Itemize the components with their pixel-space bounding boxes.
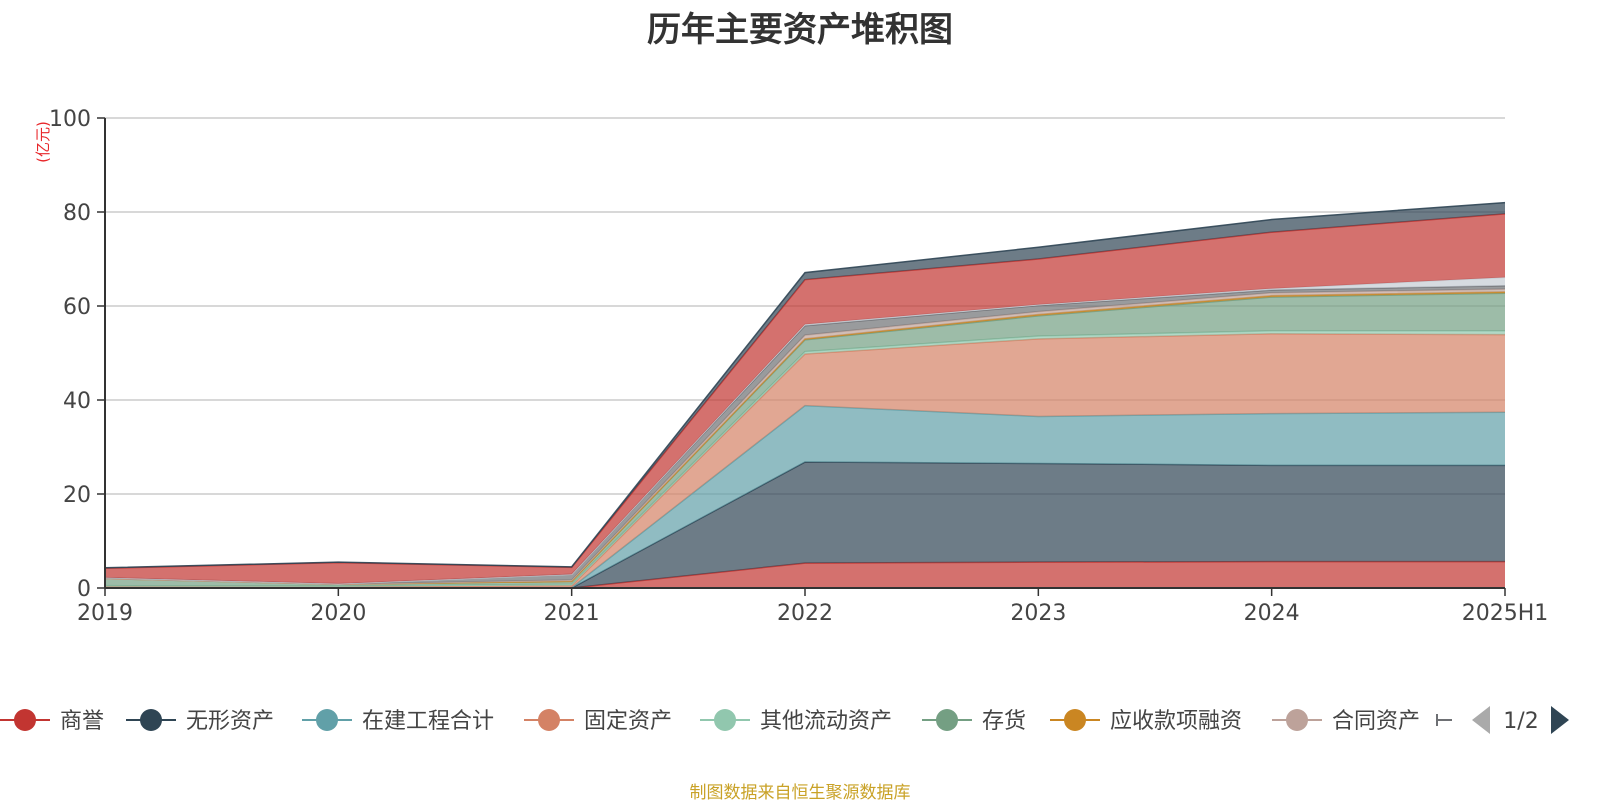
- legend-circle-marker: [1286, 709, 1308, 731]
- y-tick-label: 100: [49, 107, 91, 132]
- legend-item-label: 固定资产: [584, 709, 672, 734]
- legend-circle-marker: [714, 709, 736, 731]
- legend-circle-marker: [538, 709, 560, 731]
- legend-circle-marker: [936, 709, 958, 731]
- legend-item-label: 在建工程合计: [362, 709, 494, 734]
- y-tick-label: 0: [77, 577, 91, 602]
- legend-item-5[interactable]: 存货: [922, 709, 1026, 734]
- area-series-group: [104, 201, 1506, 589]
- legend-item-1[interactable]: 无形资产: [126, 709, 274, 734]
- legend-item-label: 存货: [982, 709, 1026, 734]
- legend-circle-marker: [140, 709, 162, 731]
- legend-item-0[interactable]: 商誉: [0, 709, 104, 734]
- area-series-10: [105, 213, 1505, 584]
- area-series-1: [105, 462, 1505, 588]
- legend-item-2[interactable]: 在建工程合计: [302, 709, 494, 734]
- legend-circle-marker: [14, 709, 36, 731]
- legend-prev-page-icon[interactable]: [1472, 706, 1490, 734]
- line-series-11: [104, 201, 1506, 569]
- legend-item-label: 其他流动资产: [760, 709, 892, 734]
- y-axis-label: (亿元): [34, 121, 52, 163]
- y-tick-label: 60: [63, 295, 91, 320]
- legend-circle-marker: [316, 709, 338, 731]
- area-series-2: [105, 405, 1505, 588]
- legend-item-label: 合同资产: [1332, 709, 1420, 734]
- legend-item-label: 商誉: [60, 709, 104, 734]
- legend-item-3[interactable]: 固定资产: [524, 709, 672, 734]
- area-series-11: [105, 202, 1505, 569]
- area-series-0: [105, 561, 1505, 588]
- x-tick-label: 2022: [777, 601, 833, 626]
- axes: 0 20 40 60 80 100 2019 2020 2021 2022 2023 2024 2025…: [49, 107, 1548, 626]
- legend-next-page-icon[interactable]: [1551, 706, 1569, 734]
- x-tick-label: 2020: [310, 601, 366, 626]
- legend-circle-marker: [1064, 709, 1086, 731]
- legend-item-6[interactable]: 应收款项融资: [1050, 709, 1242, 734]
- legend-item-label: 无形资产: [186, 709, 274, 734]
- area-series-3: [105, 333, 1505, 588]
- area-series-5: [105, 293, 1505, 587]
- legend-item-7[interactable]: 合同资产: [1272, 709, 1420, 734]
- x-tick-label: 2024: [1244, 601, 1300, 626]
- y-tick-label: 20: [63, 483, 91, 508]
- legend-page-indicator: 1/2: [1503, 709, 1538, 734]
- legend-item-label: 应收款项融资: [1110, 709, 1242, 734]
- legend: 商誉 无形资产 在建工程合计 固定资产 其他流动资产 存货 应收款项融资 合同资产 1/2: [0, 706, 1569, 734]
- y-tick-label: 40: [63, 389, 91, 414]
- chart-title: 历年主要资产堆积图: [647, 10, 953, 50]
- source-note: 制图数据来自恒生聚源数据库: [689, 783, 911, 803]
- x-tick-label: 2025H1: [1462, 601, 1549, 626]
- y-tick-label: 80: [63, 201, 91, 226]
- legend-item-4[interactable]: 其他流动资产: [700, 709, 892, 734]
- x-tick-label: 2019: [77, 601, 133, 626]
- x-tick-label: 2023: [1010, 601, 1066, 626]
- x-tick-label: 2021: [544, 601, 600, 626]
